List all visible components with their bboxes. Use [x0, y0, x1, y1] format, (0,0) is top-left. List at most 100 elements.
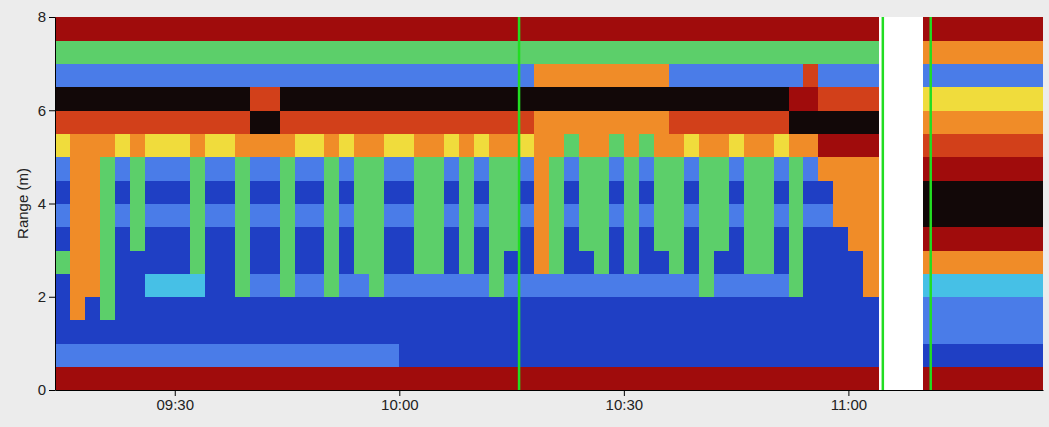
heatmap-cell	[489, 227, 504, 251]
heatmap-cell	[534, 250, 549, 274]
heatmap-cell	[444, 134, 459, 158]
heatmap-cell	[848, 110, 863, 134]
heatmap-cell	[534, 204, 549, 228]
y-axis-line	[55, 18, 56, 391]
heatmap-cell	[235, 110, 250, 134]
heatmap-cell	[130, 273, 145, 297]
heatmap-cell	[669, 297, 684, 321]
heatmap-cell	[639, 367, 654, 390]
heatmap-cell	[220, 273, 235, 297]
heatmap-cell	[654, 227, 669, 251]
heatmap-cell	[280, 273, 295, 297]
heatmap-cell	[998, 157, 1013, 181]
heatmap-cell	[729, 180, 744, 204]
heatmap-cell	[205, 273, 220, 297]
heatmap-cell	[339, 204, 354, 228]
heatmap-cell	[474, 40, 489, 64]
heatmap-cell	[983, 110, 998, 134]
heatmap-cell	[953, 343, 968, 367]
heatmap-cell	[55, 110, 70, 134]
heatmap-cell	[848, 157, 863, 181]
heatmap-cell	[85, 64, 100, 88]
heatmap-cell	[474, 227, 489, 251]
heatmap-cell	[549, 134, 564, 158]
heatmap-cell	[369, 64, 384, 88]
heatmap-cell	[953, 180, 968, 204]
heatmap-cell	[145, 40, 160, 64]
heatmap-cell	[818, 343, 833, 367]
chart-container: 09:3010:0010:3011:0002468Range (m)	[0, 0, 1049, 427]
heatmap-cell	[968, 87, 983, 111]
heatmap-cell	[863, 87, 878, 111]
heatmap-cell	[504, 110, 519, 134]
heatmap-cell	[339, 250, 354, 274]
heatmap-cell	[175, 87, 190, 111]
heatmap-cell	[444, 17, 459, 41]
heatmap-cell	[579, 297, 594, 321]
heatmap-cell	[789, 87, 804, 111]
heatmap-cell	[339, 367, 354, 390]
heatmap-cell	[564, 273, 579, 297]
heatmap-cell	[309, 367, 324, 390]
heatmap-cell	[669, 250, 684, 274]
heatmap-cell	[205, 180, 220, 204]
heatmap-cell	[384, 134, 399, 158]
heatmap-cell	[115, 250, 130, 274]
x-tick: 10:30	[606, 390, 644, 413]
heatmap-cell	[459, 204, 474, 228]
heatmap-cell	[55, 180, 70, 204]
heatmap-cell	[55, 40, 70, 64]
heatmap-cell	[818, 227, 833, 251]
heatmap-cell	[85, 320, 100, 344]
heatmap-cell	[145, 273, 160, 297]
heatmap-cell	[429, 367, 444, 390]
heatmap-cell	[85, 204, 100, 228]
heatmap-cell	[250, 297, 265, 321]
heatmap-cell	[998, 110, 1013, 134]
heatmap-cell	[774, 273, 789, 297]
heatmap-cell	[639, 273, 654, 297]
heatmap-cell	[295, 157, 310, 181]
heatmap-cell	[175, 110, 190, 134]
heatmap-cell	[534, 297, 549, 321]
heatmap-cell	[744, 157, 759, 181]
heatmap-cell	[145, 134, 160, 158]
heatmap-cell	[669, 64, 684, 88]
heatmap-cell	[639, 204, 654, 228]
heatmap-cell	[848, 204, 863, 228]
heatmap-cell	[998, 250, 1013, 274]
heatmap-cell	[609, 40, 624, 64]
heatmap-cell	[714, 204, 729, 228]
heatmap-cell	[384, 297, 399, 321]
heatmap-cell	[609, 110, 624, 134]
heatmap-cell	[489, 320, 504, 344]
heatmap-cell	[85, 273, 100, 297]
heatmap-cell	[609, 87, 624, 111]
heatmap-cell	[250, 320, 265, 344]
heatmap-cell	[205, 134, 220, 158]
heatmap-cell	[789, 227, 804, 251]
heatmap-cell	[504, 250, 519, 274]
heatmap-cell	[295, 320, 310, 344]
heatmap-cell	[309, 320, 324, 344]
heatmap-cell	[938, 64, 953, 88]
heatmap-cell	[654, 343, 669, 367]
heatmap-cell	[579, 110, 594, 134]
heatmap-cell	[265, 320, 280, 344]
heatmap-cell	[280, 157, 295, 181]
heatmap-cell	[1013, 227, 1028, 251]
heatmap-cell	[160, 204, 175, 228]
heatmap-cell	[624, 204, 639, 228]
heatmap-cell	[968, 320, 983, 344]
heatmap-cell	[354, 343, 369, 367]
heatmap-cell	[1013, 367, 1028, 390]
heatmap-cell	[160, 40, 175, 64]
heatmap-cell	[339, 343, 354, 367]
heatmap-cell	[729, 134, 744, 158]
heatmap-cell	[429, 343, 444, 367]
heatmap-cell	[549, 250, 564, 274]
heatmap-cell	[938, 157, 953, 181]
heatmap-cell	[624, 250, 639, 274]
heatmap-cell	[369, 227, 384, 251]
heatmap-cell	[220, 204, 235, 228]
